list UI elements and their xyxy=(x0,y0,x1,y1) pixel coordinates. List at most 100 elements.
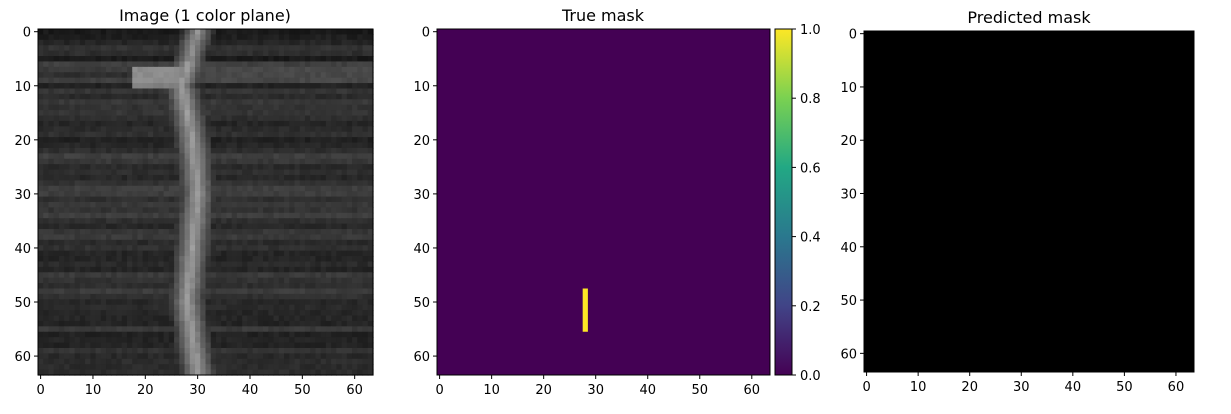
image-cell xyxy=(189,153,196,160)
image-cell xyxy=(53,158,60,165)
image-cell xyxy=(195,283,201,290)
image-cell xyxy=(294,147,301,154)
image-cell xyxy=(100,56,107,63)
image-cell xyxy=(362,310,369,317)
image-cell xyxy=(247,283,254,290)
image-cell xyxy=(341,131,348,138)
image-cell xyxy=(362,293,369,300)
image-cell xyxy=(352,337,358,344)
image-cell xyxy=(95,45,102,52)
image-cell xyxy=(284,126,290,133)
image-cell xyxy=(106,88,112,95)
image-cell xyxy=(226,272,233,279)
image-cell xyxy=(79,320,86,327)
image-cell xyxy=(231,315,238,322)
image-cell xyxy=(179,212,186,219)
image-cell xyxy=(341,256,348,263)
image-cell xyxy=(284,250,290,257)
image-cell xyxy=(38,239,44,246)
image-cell xyxy=(236,223,243,230)
x-tick-label: 20 xyxy=(535,383,552,398)
image-cell xyxy=(268,369,275,376)
image-cell xyxy=(64,45,71,52)
image-cell xyxy=(341,288,348,295)
image-cell xyxy=(221,256,228,263)
image-cell xyxy=(247,266,254,273)
image-cell xyxy=(226,347,233,354)
image-cell xyxy=(252,223,259,230)
image-cell xyxy=(252,66,259,73)
image-cell xyxy=(294,239,301,246)
plot-frame xyxy=(436,28,771,376)
image-cell xyxy=(210,266,217,273)
x-tick-label: 50 xyxy=(294,383,311,398)
image-cell xyxy=(257,137,264,144)
image-cell xyxy=(299,99,306,106)
image-cell xyxy=(90,142,97,149)
image-cell xyxy=(331,131,337,138)
image-cell xyxy=(163,229,170,236)
image-cell xyxy=(315,245,322,252)
image-cell xyxy=(315,120,322,127)
image-cell xyxy=(189,66,196,73)
image-cell xyxy=(74,110,81,117)
image-cell xyxy=(74,137,81,144)
image-cell xyxy=(53,347,60,354)
image-cell xyxy=(289,147,296,154)
image-cell xyxy=(95,315,102,322)
image-cell xyxy=(268,347,275,354)
image-cell xyxy=(158,202,165,209)
image-cell xyxy=(304,337,311,344)
image-cell xyxy=(95,277,102,284)
image-cell xyxy=(163,164,170,171)
image-cell xyxy=(268,115,275,122)
image-cell xyxy=(116,261,123,268)
image-cell xyxy=(58,223,65,230)
image-cell xyxy=(278,45,285,52)
image-cell xyxy=(273,283,280,290)
image-cell xyxy=(43,66,50,73)
image-cell xyxy=(90,66,97,73)
image-cell xyxy=(210,120,217,127)
image-cell xyxy=(268,56,275,63)
image-cell xyxy=(278,169,285,176)
image-cell xyxy=(346,77,353,84)
image-cell xyxy=(163,364,170,371)
image-cell xyxy=(95,72,102,79)
image-cell xyxy=(205,169,212,176)
image-cell xyxy=(263,277,269,284)
image-cell xyxy=(142,229,149,236)
image-cell xyxy=(289,293,296,300)
image-cell xyxy=(268,61,275,68)
image-cell xyxy=(184,29,191,36)
image-cell xyxy=(362,88,369,95)
image-cell xyxy=(257,56,264,63)
image-cell xyxy=(132,299,139,306)
image-cell xyxy=(85,158,91,165)
image-cell xyxy=(284,261,290,268)
image-cell xyxy=(132,369,139,376)
image-cell xyxy=(289,256,296,263)
image-cell xyxy=(137,93,144,100)
image-cell xyxy=(121,320,128,327)
image-cell xyxy=(38,364,44,371)
image-cell xyxy=(126,223,133,230)
image-cell xyxy=(48,331,55,338)
image-cell xyxy=(325,331,332,338)
image-cell xyxy=(74,185,81,192)
image-cell xyxy=(43,153,50,160)
image-cell xyxy=(315,277,322,284)
image-cell xyxy=(53,29,60,36)
image-cell xyxy=(320,50,327,57)
image-cell xyxy=(174,256,180,263)
image-cell xyxy=(299,364,306,371)
image-cell xyxy=(74,153,81,160)
image-cell xyxy=(289,342,296,349)
image-cell xyxy=(263,72,269,79)
image-cell xyxy=(320,83,327,90)
image-cell xyxy=(315,137,322,144)
image-cell xyxy=(325,61,332,68)
image-cell xyxy=(200,202,207,209)
image-cell xyxy=(48,142,55,149)
image-cell xyxy=(273,326,280,333)
